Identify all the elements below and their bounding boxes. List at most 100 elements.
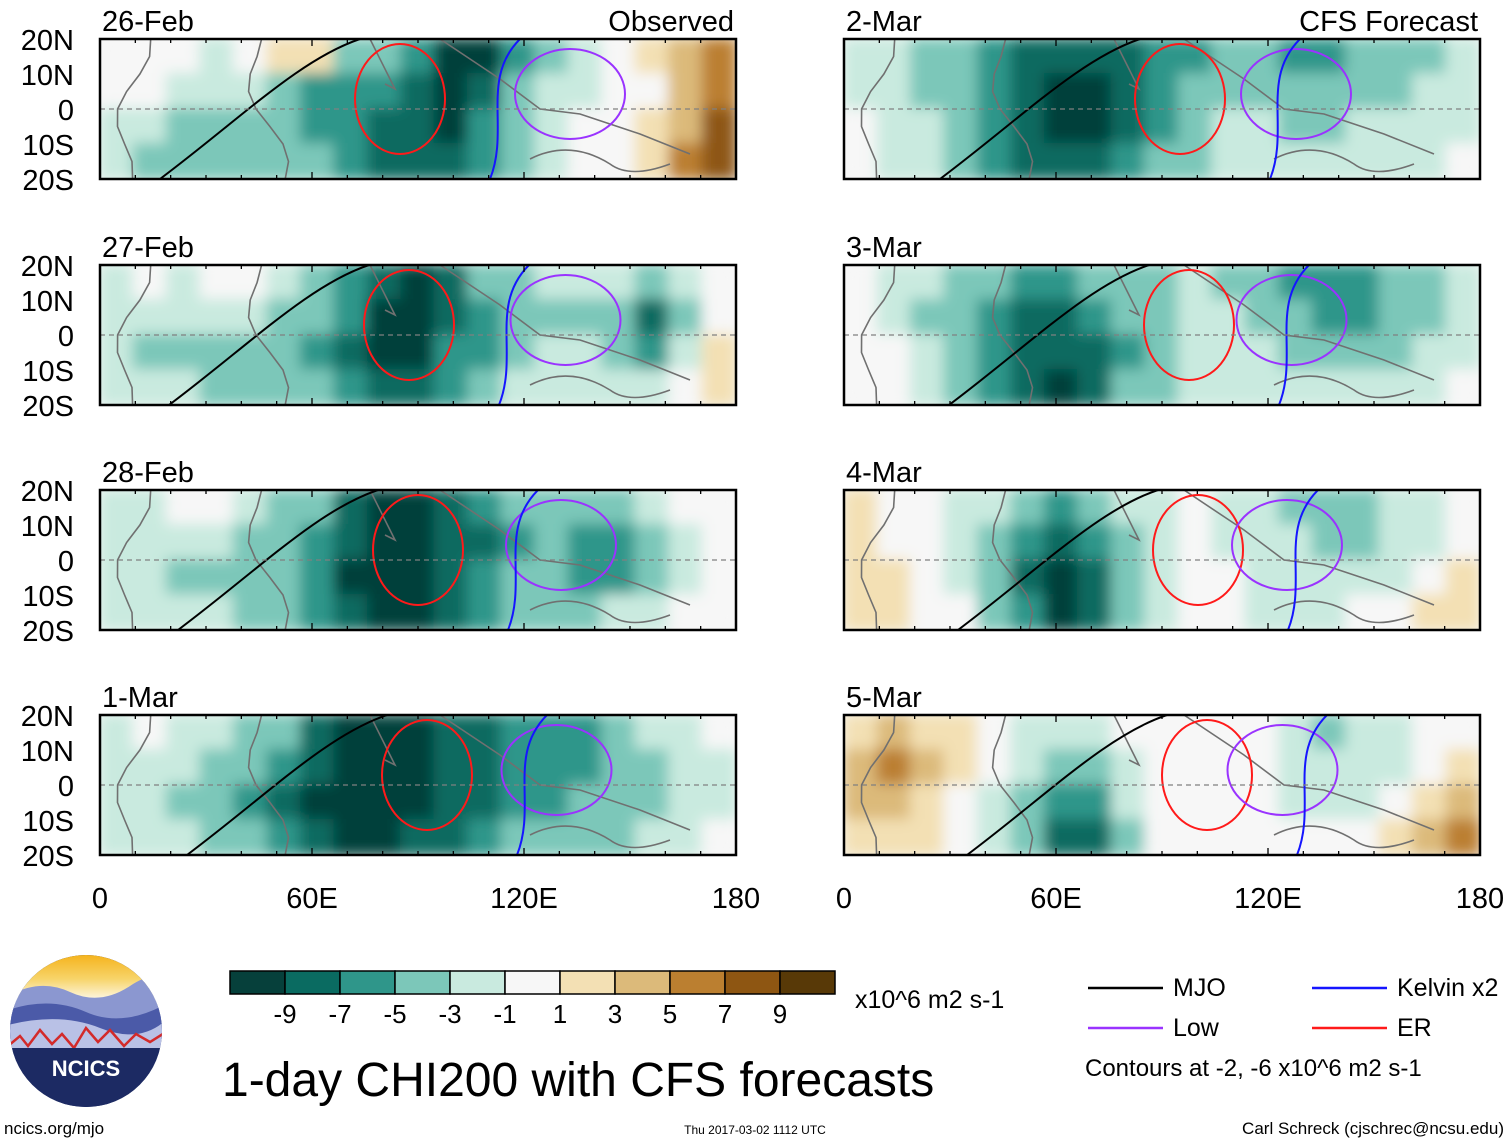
field-cell — [909, 784, 946, 821]
panel-2-Mar: 2-Mar CFS Forecast — [842, 6, 1482, 181]
chi200-field — [844, 715, 1480, 855]
field-cell — [299, 559, 336, 596]
field-cell — [1244, 819, 1281, 855]
field-cell — [601, 749, 637, 786]
field-cell — [366, 819, 403, 855]
coastline — [439, 39, 691, 155]
field-cell — [299, 39, 336, 75]
field-cell — [876, 108, 912, 145]
panel-date: 2-Mar — [846, 6, 922, 38]
y-tick-label: 20N — [21, 701, 74, 733]
kelvin-contour — [507, 490, 539, 630]
field-cell — [366, 334, 403, 371]
field-cell — [1077, 143, 1113, 179]
chi200-field — [100, 490, 736, 630]
y-tick-label: 20N — [21, 476, 74, 508]
field-cell — [876, 559, 912, 596]
field-cell — [701, 715, 736, 751]
field-cell — [1311, 749, 1348, 786]
field-cell — [701, 143, 736, 179]
field-cell — [1278, 819, 1314, 855]
field-cell — [1144, 819, 1180, 855]
field-cell — [567, 819, 604, 855]
colorbar-swatch — [284, 970, 341, 995]
field-cell — [1445, 73, 1480, 110]
field-cell — [909, 39, 946, 75]
coastline — [529, 825, 671, 849]
field-cell — [1345, 819, 1381, 855]
field-cell — [701, 524, 736, 561]
field-cell — [909, 819, 946, 855]
footer-author: Carl Schreck (cjschrec@ncsu.edu) — [1242, 1119, 1504, 1138]
wave-contours — [186, 715, 613, 855]
field-cell — [333, 143, 369, 179]
field-cell — [400, 559, 436, 596]
x-tick-label: 60E — [286, 883, 338, 915]
field-cell — [467, 334, 503, 371]
mjo-contour — [939, 39, 1141, 179]
er-contour — [363, 269, 455, 381]
field-cell — [1378, 369, 1415, 405]
field-cell — [1077, 265, 1113, 301]
field-cell — [1412, 784, 1448, 821]
field-cell — [1077, 784, 1113, 821]
chi200-field — [844, 265, 1480, 405]
field-cell — [1110, 784, 1147, 821]
field-cell — [299, 108, 336, 145]
field-cell — [1211, 784, 1247, 821]
field-cell — [299, 594, 336, 630]
field-cell — [132, 524, 168, 561]
field-cell — [1110, 334, 1147, 371]
field-cell — [1244, 334, 1281, 371]
field-cell — [1177, 819, 1214, 855]
coastline — [369, 490, 397, 542]
colorbar-tick-label: -9 — [273, 999, 296, 1029]
field-cell — [333, 39, 369, 75]
field-cell — [299, 819, 336, 855]
field-cell — [433, 524, 470, 561]
coastline — [1273, 600, 1415, 624]
field-cell — [844, 73, 879, 110]
er-contour — [372, 494, 464, 606]
field-cell — [668, 108, 704, 145]
wave-contours — [168, 265, 622, 405]
field-cell — [132, 749, 168, 786]
ncics-logo[interactable]: NCICS — [8, 954, 166, 1108]
field-cell — [266, 715, 302, 751]
y-tick-label: 10N — [21, 511, 74, 543]
field-cell — [668, 594, 704, 630]
field-cell — [909, 369, 946, 405]
mjo-contour — [177, 490, 379, 630]
field-cell — [100, 490, 135, 526]
er-contour — [1134, 43, 1226, 155]
footer-website[interactable]: ncics.org/mjo — [4, 1119, 104, 1138]
field-cell — [132, 819, 168, 855]
field-cell — [100, 369, 135, 405]
field-cell — [1378, 524, 1415, 561]
field-cell — [400, 749, 436, 786]
field-cell — [266, 108, 302, 145]
field-cell — [844, 143, 879, 179]
field-cell — [1211, 369, 1247, 405]
field-cell — [634, 265, 671, 301]
field-cell — [844, 369, 879, 405]
field-cell — [1311, 108, 1348, 145]
coastline — [439, 490, 691, 606]
colorbar-swatch — [449, 970, 506, 995]
coastline — [116, 39, 152, 179]
low-contour — [1240, 48, 1352, 140]
field-cell — [433, 784, 470, 821]
field-cell — [1445, 143, 1480, 179]
field-cell — [976, 73, 1013, 110]
field-cell — [1010, 39, 1046, 75]
y-tick-label: 20S — [22, 391, 74, 423]
field-cell — [844, 524, 879, 561]
field-cell — [701, 819, 736, 855]
field-cell — [1144, 299, 1180, 336]
field-cell — [366, 369, 403, 405]
field-cell — [366, 143, 403, 179]
legend-label: MJO — [1173, 974, 1226, 1002]
colorbar-swatch — [724, 970, 781, 995]
